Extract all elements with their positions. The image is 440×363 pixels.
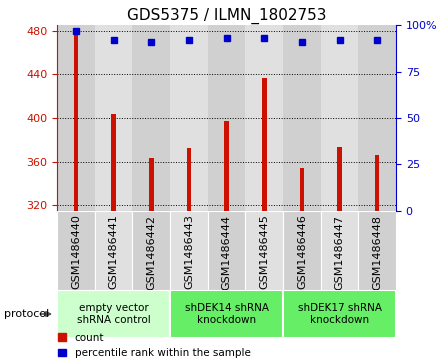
Bar — [246, 25, 283, 211]
Bar — [111, 114, 116, 211]
Bar — [149, 158, 154, 211]
FancyBboxPatch shape — [321, 211, 358, 290]
Bar — [321, 25, 358, 211]
Bar — [224, 121, 229, 211]
FancyBboxPatch shape — [246, 211, 283, 290]
Bar — [262, 78, 267, 211]
Text: shDEK14 shRNA
knockdown: shDEK14 shRNA knockdown — [185, 303, 268, 325]
FancyBboxPatch shape — [283, 211, 321, 290]
Bar — [300, 168, 304, 211]
Text: GSM1486448: GSM1486448 — [372, 215, 382, 290]
FancyBboxPatch shape — [170, 211, 208, 290]
FancyBboxPatch shape — [57, 290, 170, 338]
Bar — [95, 25, 132, 211]
Bar — [283, 25, 321, 211]
Bar — [208, 25, 246, 211]
Text: GSM1486444: GSM1486444 — [222, 215, 231, 290]
Bar — [187, 148, 191, 211]
FancyBboxPatch shape — [57, 211, 95, 290]
Title: GDS5375 / ILMN_1802753: GDS5375 / ILMN_1802753 — [127, 8, 326, 24]
Text: GSM1486440: GSM1486440 — [71, 215, 81, 289]
Text: protocol: protocol — [4, 309, 50, 319]
FancyBboxPatch shape — [358, 211, 396, 290]
FancyBboxPatch shape — [95, 211, 132, 290]
Bar — [74, 35, 78, 211]
Bar — [132, 25, 170, 211]
Text: GSM1486447: GSM1486447 — [334, 215, 345, 290]
Bar — [337, 147, 342, 211]
Bar — [358, 25, 396, 211]
FancyBboxPatch shape — [208, 211, 246, 290]
FancyBboxPatch shape — [283, 290, 396, 338]
FancyBboxPatch shape — [170, 290, 283, 338]
Text: GSM1486445: GSM1486445 — [259, 215, 269, 289]
Text: GSM1486442: GSM1486442 — [147, 215, 156, 290]
Bar — [57, 25, 95, 211]
Bar — [170, 25, 208, 211]
Text: shDEK17 shRNA
knockdown: shDEK17 shRNA knockdown — [297, 303, 381, 325]
FancyBboxPatch shape — [132, 211, 170, 290]
Legend: count, percentile rank within the sample: count, percentile rank within the sample — [58, 333, 250, 358]
Text: GSM1486446: GSM1486446 — [297, 215, 307, 289]
Text: GSM1486443: GSM1486443 — [184, 215, 194, 289]
Bar — [375, 155, 379, 211]
Text: empty vector
shRNA control: empty vector shRNA control — [77, 303, 150, 325]
Text: GSM1486441: GSM1486441 — [109, 215, 119, 289]
